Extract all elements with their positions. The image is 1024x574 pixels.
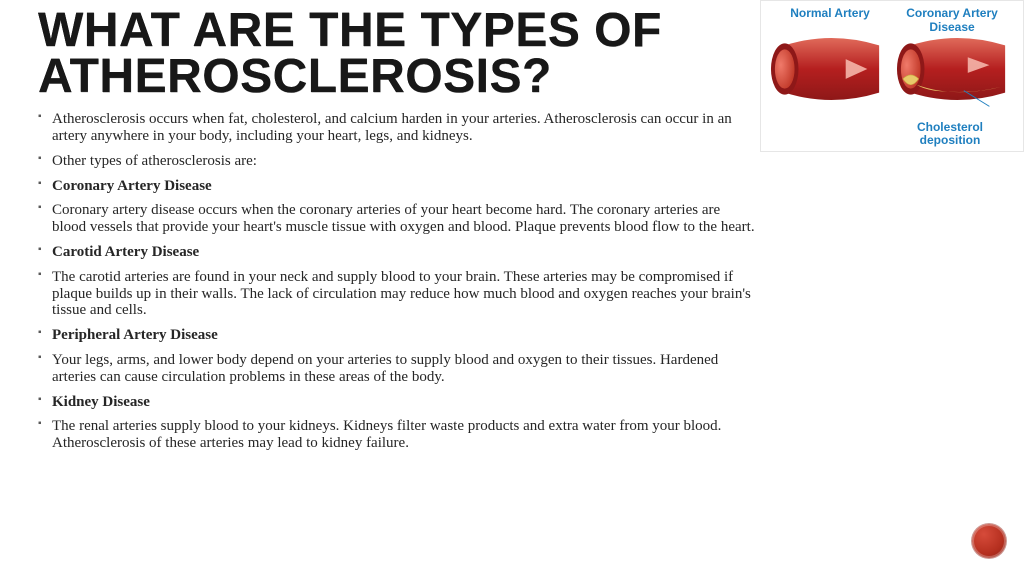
bullet-item: The carotid arteries are found in your n… — [38, 269, 758, 319]
artery-diagram: Normal Artery Coronary Artery Disease Ch… — [760, 0, 1024, 152]
bullet-item: Peripheral Artery Disease — [38, 327, 758, 344]
bullet-item: Other types of atherosclerosis are: — [38, 153, 758, 170]
diagram-label-normal: Normal Artery — [775, 6, 885, 20]
bullet-item: Coronary Artery Disease — [38, 178, 758, 195]
bullet-list: Atherosclerosis occurs when fat, cholest… — [38, 111, 758, 452]
bullet-item: The renal arteries supply blood to your … — [38, 418, 758, 452]
normal-artery-icon — [769, 29, 887, 109]
bullet-item: Coronary artery disease occurs when the … — [38, 202, 758, 236]
bullet-item: Kidney Disease — [38, 394, 758, 411]
diseased-artery-icon — [895, 29, 1013, 109]
diagram-label-deposit: Cholesterol deposition — [895, 121, 1005, 146]
slide-badge-icon — [972, 524, 1006, 558]
bullet-item: Atherosclerosis occurs when fat, cholest… — [38, 111, 758, 145]
slide-container: WHAT ARE THE TYPES OF ATHEROSCLEROSIS? A… — [0, 0, 1024, 472]
bullet-item: Your legs, arms, and lower body depend o… — [38, 352, 758, 386]
bullet-item: Carotid Artery Disease — [38, 244, 758, 261]
